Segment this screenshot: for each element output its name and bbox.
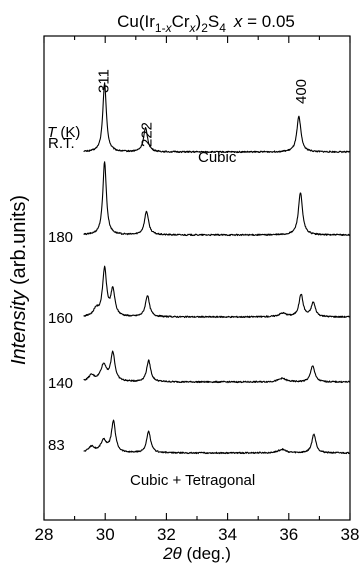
- xrd-trace: [83, 419, 351, 455]
- chart-title: Cu(Ir1-xCrx)2S4 x = 0.05: [117, 12, 295, 35]
- x-tick-label: 28: [35, 525, 54, 544]
- series-label: 160: [48, 310, 73, 327]
- x-tick-label: 38: [341, 525, 360, 544]
- xrd-trace: [83, 161, 351, 237]
- phase-label-cubic: Cubic: [198, 149, 237, 166]
- x-tick-label: 34: [218, 525, 237, 544]
- x-tick-label: 30: [96, 525, 115, 544]
- temperature-header: T (K): [47, 124, 80, 141]
- series-label: 180: [48, 229, 73, 246]
- series-label: R.T.: [48, 135, 75, 152]
- series-label: 140: [48, 375, 73, 392]
- xrd-trace: [83, 82, 351, 154]
- peak-label-400: 400: [293, 79, 310, 104]
- x-axis-label: 2θ (deg.): [162, 544, 231, 563]
- xrd-trace: [83, 265, 351, 319]
- x-tick-label: 36: [279, 525, 298, 544]
- series-label: 83: [48, 437, 65, 454]
- phase-label-cubic-tetragonal: Cubic + Tetragonal: [130, 472, 255, 489]
- y-axis-label: Intensity (arb.units): [8, 195, 30, 365]
- x-tick-label: 32: [157, 525, 176, 544]
- xrd-trace: [83, 350, 351, 384]
- peak-label-311: 311: [96, 69, 113, 93]
